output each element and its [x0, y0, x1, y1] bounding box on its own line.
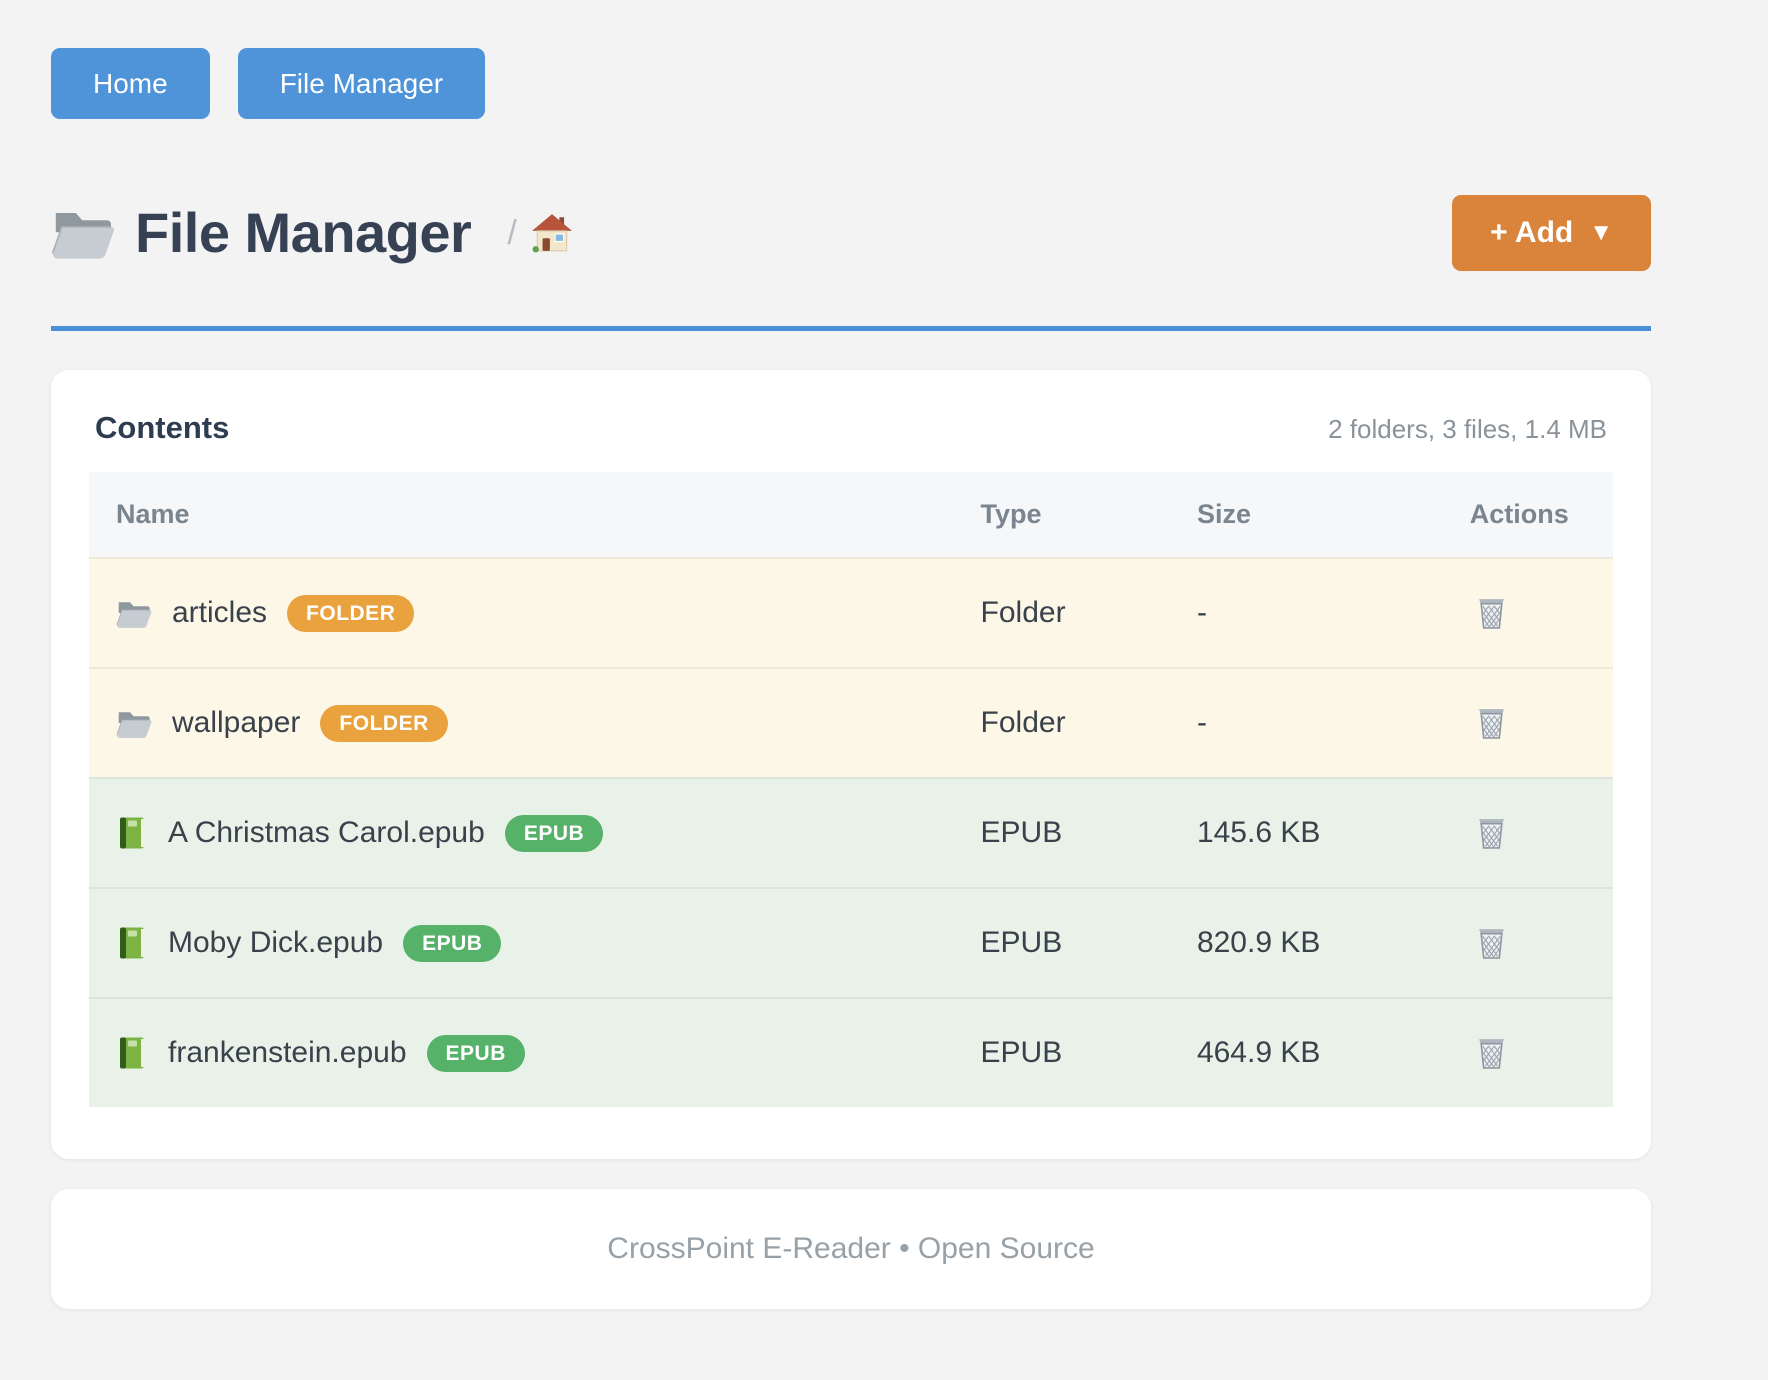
add-button[interactable]: + Add ▼	[1452, 195, 1651, 271]
column-header-size: Size	[1196, 499, 1251, 529]
trash-icon	[1475, 1035, 1508, 1072]
epub-badge: EPUB	[504, 814, 604, 852]
size-cell: -	[1196, 596, 1207, 629]
delete-button[interactable]	[1470, 923, 1514, 964]
breadcrumb: /	[507, 213, 573, 253]
table-row: Moby Dick.epub EPUB EPUB 820.9 KB	[89, 887, 1613, 997]
title-group: File Manager /	[51, 205, 573, 261]
epub-badge: EPUB	[426, 1034, 525, 1072]
column-header-actions: Actions	[1469, 499, 1569, 529]
green-book-icon	[116, 926, 148, 960]
trash-icon	[1475, 815, 1508, 852]
contents-summary: 2 folders, 3 files, 1.4 MB	[1328, 414, 1607, 444]
folder-badge: FOLDER	[320, 704, 448, 742]
table-header-row: Name Type Size Actions	[89, 472, 1613, 557]
file-manager-button[interactable]: File Manager	[237, 48, 486, 119]
type-cell: EPUB	[980, 816, 1063, 849]
table-row: A Christmas Carol.epub EPUB EPUB 145.6 K…	[89, 777, 1613, 887]
file-name-link[interactable]: Moby Dick.epub	[168, 926, 384, 959]
size-cell: 145.6 KB	[1196, 816, 1321, 849]
size-cell: 820.9 KB	[1196, 926, 1321, 959]
footer-card: CrossPoint E-Reader • Open Source	[51, 1189, 1651, 1309]
file-name-link[interactable]: A Christmas Carol.epub	[168, 816, 485, 849]
trash-icon	[1475, 925, 1508, 962]
type-cell: Folder	[980, 706, 1066, 739]
green-book-icon	[116, 1036, 148, 1070]
folder-icon	[116, 708, 152, 739]
trash-icon	[1475, 705, 1508, 742]
page-title: File Manager	[135, 201, 472, 264]
file-name-link[interactable]: frankenstein.epub	[168, 1036, 407, 1069]
header-divider	[51, 326, 1651, 331]
house-icon[interactable]	[531, 213, 573, 253]
delete-button[interactable]	[1470, 703, 1514, 744]
folder-badge: FOLDER	[287, 594, 415, 632]
delete-button[interactable]	[1470, 1033, 1514, 1074]
delete-button[interactable]	[1470, 813, 1514, 854]
chevron-down-icon: ▼	[1589, 219, 1613, 246]
green-book-icon	[116, 816, 148, 850]
folder-name-link[interactable]: articles	[172, 596, 268, 629]
column-header-name: Name	[116, 499, 190, 529]
file-manager-page: Home File Manager File Manager / + Add ▼…	[51, 0, 1651, 1309]
trash-icon	[1475, 595, 1508, 632]
contents-title: Contents	[95, 410, 230, 445]
breadcrumb-separator: /	[507, 213, 517, 252]
type-cell: EPUB	[980, 926, 1063, 959]
file-table: Name Type Size Actions articles FOLDER F…	[89, 472, 1613, 1107]
add-button-label: + Add	[1490, 216, 1574, 249]
table-row: articles FOLDER Folder -	[89, 557, 1613, 667]
table-row: frankenstein.epub EPUB EPUB 464.9 KB	[89, 997, 1613, 1107]
footer-text: CrossPoint E-Reader • Open Source	[607, 1232, 1095, 1265]
folder-icon	[51, 205, 115, 261]
page-header: File Manager / + Add ▼	[51, 187, 1651, 279]
type-cell: Folder	[980, 596, 1066, 629]
home-button[interactable]: Home	[51, 48, 210, 119]
epub-badge: EPUB	[403, 924, 502, 962]
folder-name-link[interactable]: wallpaper	[172, 706, 301, 739]
delete-button[interactable]	[1470, 593, 1514, 634]
contents-header: Contents 2 folders, 3 files, 1.4 MB	[89, 410, 1613, 446]
column-header-type: Type	[980, 499, 1042, 529]
contents-card: Contents 2 folders, 3 files, 1.4 MB Name…	[51, 370, 1651, 1159]
size-cell: 464.9 KB	[1196, 1036, 1321, 1069]
size-cell: -	[1196, 706, 1207, 739]
table-row: wallpaper FOLDER Folder -	[89, 667, 1613, 777]
top-nav: Home File Manager	[51, 48, 1651, 119]
folder-icon	[116, 598, 152, 629]
type-cell: EPUB	[980, 1036, 1063, 1069]
